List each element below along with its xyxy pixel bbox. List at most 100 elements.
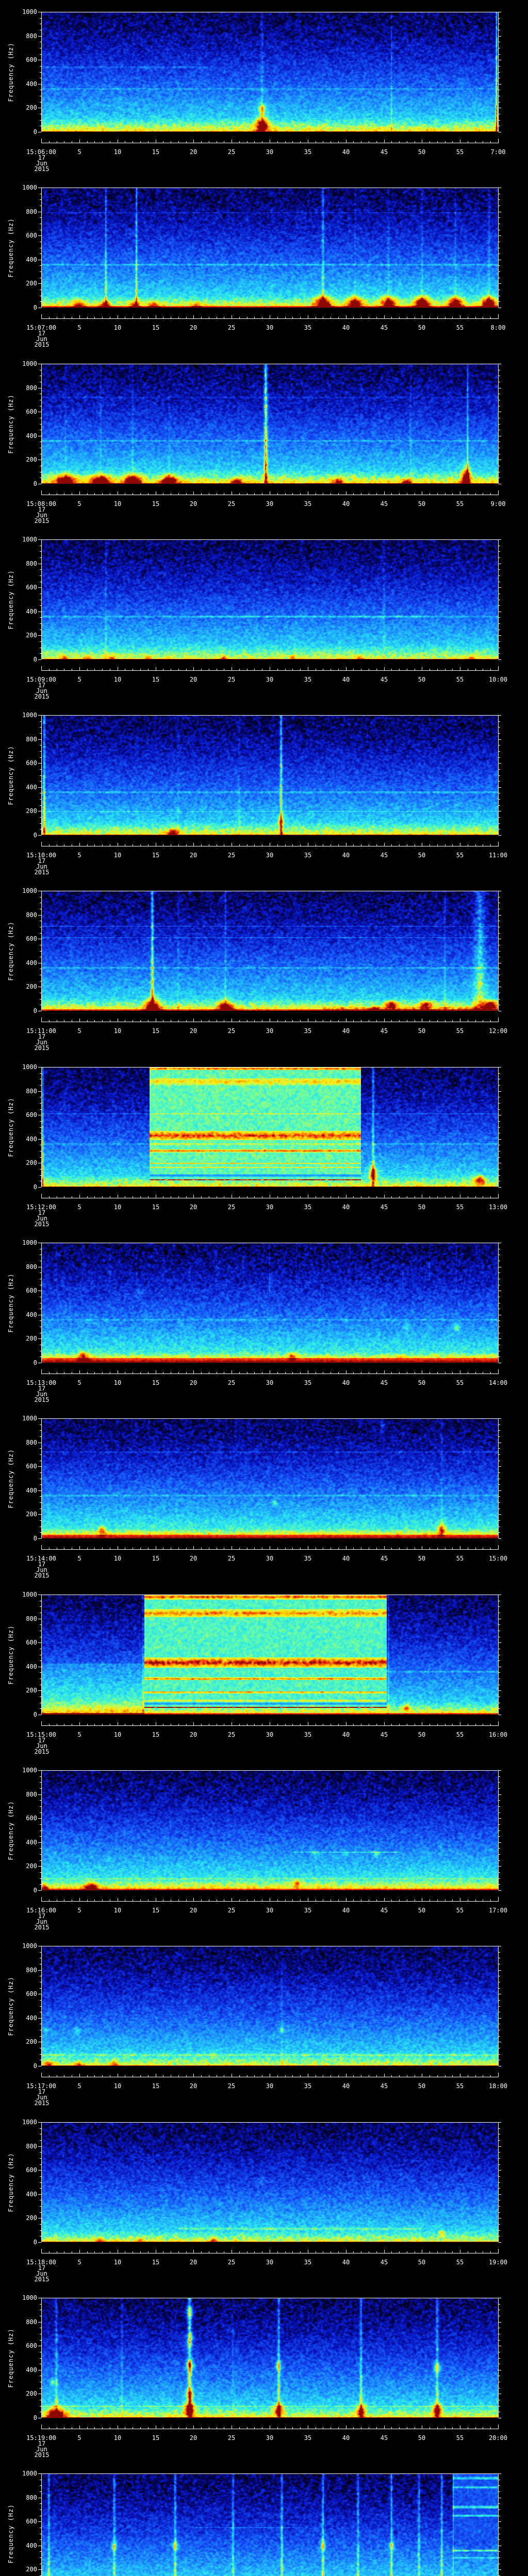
x-minor-tick bbox=[437, 317, 438, 318]
x-end-tick bbox=[498, 666, 499, 670]
x-tick-label: 20 bbox=[189, 324, 197, 331]
x-tick-label: 25 bbox=[227, 2434, 236, 2442]
x-tick-label: 35 bbox=[304, 148, 312, 156]
y-minor-tick-right bbox=[499, 2158, 500, 2159]
y-axis-line bbox=[41, 2298, 42, 2418]
y-axis-line bbox=[41, 715, 42, 835]
x-major-tick bbox=[384, 1898, 385, 1901]
date-line: 2015 bbox=[34, 165, 50, 173]
y-axis-line-right bbox=[498, 1243, 499, 1363]
y-axis-line bbox=[41, 188, 42, 308]
x-tick-label: 10 bbox=[113, 676, 122, 683]
x-minor-tick bbox=[490, 844, 491, 846]
x-end-tick bbox=[498, 842, 499, 846]
y-tick-label: 0 bbox=[33, 2239, 37, 2246]
x-major-tick bbox=[79, 1195, 80, 1198]
y-axis-line bbox=[41, 891, 42, 1011]
spectrogram-panel-150600: Frequency (Hz) 0 200 400 600 800 1000 15:06:00… bbox=[0, 0, 528, 176]
x-minor-tick bbox=[437, 1548, 438, 1549]
x-minor-tick bbox=[277, 2075, 278, 2077]
y-minor-tick bbox=[40, 2340, 41, 2341]
x-tick-label: 35 bbox=[304, 852, 312, 859]
y-major-tick bbox=[38, 1466, 41, 1467]
x-minor-tick bbox=[178, 669, 179, 670]
y-major-tick bbox=[38, 1842, 41, 1843]
y-minor-tick bbox=[40, 1872, 41, 1873]
x-minor-tick bbox=[437, 1724, 438, 1725]
plot-top-border bbox=[41, 1770, 499, 1771]
x-major-tick bbox=[79, 843, 80, 846]
y-tick-label: 800 bbox=[26, 1615, 37, 1622]
x-tick-label: 45 bbox=[380, 1731, 388, 1738]
y-axis-title: Frequency (Hz) bbox=[7, 2504, 14, 2564]
y-tick-label: 1000 bbox=[22, 1767, 37, 1774]
x-minor-tick bbox=[277, 1548, 278, 1549]
x-minor-tick bbox=[186, 2427, 187, 2429]
date-line: 2015 bbox=[34, 1748, 50, 1755]
x-minor-tick bbox=[338, 317, 339, 318]
x-tick-label: 40 bbox=[342, 2434, 350, 2442]
y-tick-label: 0 bbox=[33, 480, 37, 487]
y-minor-tick bbox=[40, 1606, 41, 1607]
x-major-tick bbox=[79, 140, 80, 143]
y-minor-tick bbox=[40, 1708, 41, 1709]
x-minor-tick bbox=[452, 2427, 453, 2429]
y-major-tick-right bbox=[499, 1842, 501, 1843]
y-tick-label: 800 bbox=[26, 2318, 37, 2326]
y-major-tick bbox=[38, 1338, 41, 1339]
x-major-tick bbox=[384, 1546, 385, 1549]
x-major-tick bbox=[384, 1019, 385, 1022]
y-minor-tick bbox=[40, 733, 41, 734]
y-axis-line bbox=[41, 1243, 42, 1363]
x-major-tick bbox=[79, 1898, 80, 1901]
y-tick-label: 200 bbox=[26, 280, 37, 287]
x-tick-label: 40 bbox=[342, 852, 350, 859]
x-tick-label: 55 bbox=[456, 324, 464, 331]
x-minor-tick bbox=[391, 1900, 392, 1901]
x-minor-tick bbox=[140, 2427, 141, 2429]
y-major-tick-right bbox=[499, 1818, 501, 1819]
x-major-tick bbox=[384, 1722, 385, 1725]
x-end-tick bbox=[498, 1194, 499, 1198]
y-major-tick bbox=[38, 2146, 41, 2147]
y-minor-tick bbox=[40, 1800, 41, 1801]
x-major-tick bbox=[193, 1898, 194, 1901]
y-minor-tick-right bbox=[499, 1073, 500, 1074]
x-minor-tick bbox=[49, 141, 50, 143]
y-major-tick bbox=[38, 787, 41, 788]
x-minor-tick bbox=[140, 1196, 141, 1198]
y-major-tick bbox=[38, 2473, 41, 2474]
y-major-tick-right bbox=[499, 2122, 501, 2123]
x-minor-tick bbox=[475, 669, 476, 670]
x-minor-tick bbox=[186, 141, 187, 143]
x-minor-tick bbox=[201, 493, 202, 495]
x-minor-tick bbox=[391, 141, 392, 143]
y-minor-tick bbox=[40, 2485, 41, 2486]
y-minor-tick-right bbox=[499, 2000, 500, 2001]
x-tick-label: 55 bbox=[456, 1907, 464, 1914]
y-major-tick-right bbox=[499, 1770, 501, 1771]
y-axis-line bbox=[41, 1418, 42, 1538]
x-minor-tick bbox=[376, 2251, 377, 2253]
y-minor-tick bbox=[40, 1436, 41, 1437]
y-minor-tick-right bbox=[499, 1436, 500, 1437]
y-minor-tick bbox=[40, 799, 41, 800]
x-tick-label: 50 bbox=[418, 1907, 426, 1914]
x-tick-label: 30 bbox=[266, 500, 274, 507]
x-major-tick bbox=[384, 1195, 385, 1198]
x-minor-tick bbox=[186, 1020, 187, 1022]
y-major-tick-right bbox=[499, 1794, 501, 1795]
y-minor-tick-right bbox=[499, 799, 500, 800]
y-tick-label: 400 bbox=[26, 1839, 37, 1846]
y-tick-label: 600 bbox=[26, 408, 37, 415]
x-minor-tick bbox=[475, 141, 476, 143]
y-minor-tick-right bbox=[499, 823, 500, 824]
y-minor-tick bbox=[40, 2000, 41, 2001]
y-minor-tick bbox=[40, 1121, 41, 1122]
x-major-tick bbox=[384, 2250, 385, 2253]
x-minor-tick bbox=[186, 1900, 187, 1901]
x-minor-tick bbox=[94, 844, 95, 846]
y-minor-tick-right bbox=[499, 2539, 500, 2540]
y-minor-tick-right bbox=[499, 551, 500, 552]
y-tick-label: 800 bbox=[26, 384, 37, 392]
